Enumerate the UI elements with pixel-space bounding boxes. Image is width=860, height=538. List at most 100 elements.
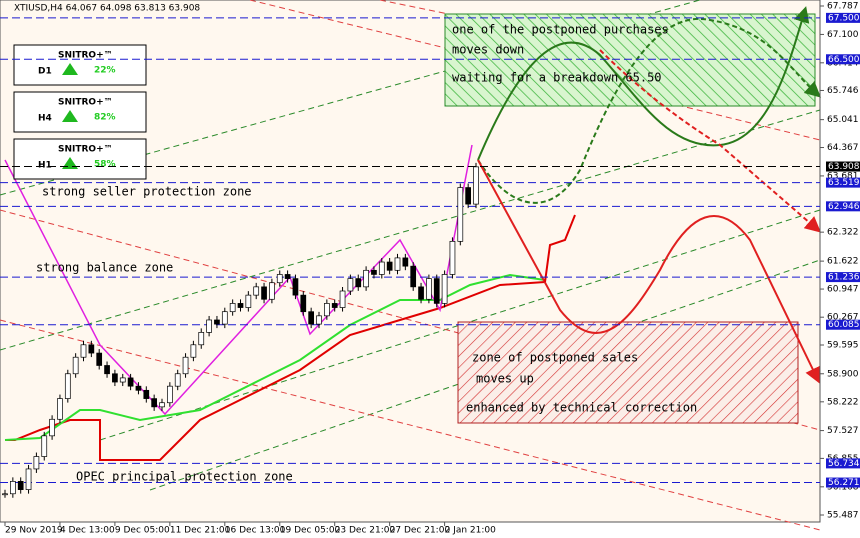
candle [300,294,307,313]
y-tick-label: 64.367 [827,143,859,153]
y-tick-label: 65.041 [827,115,859,125]
candle [355,278,362,288]
level-label: 60.085 [828,320,860,330]
annotation: moves down [452,43,524,57]
candle [72,356,79,375]
x-tick-label: 19 Dec 05:00 [280,526,341,536]
x-tick-label: 16 Dec 13:00 [225,526,286,536]
level-tag [826,458,860,469]
candle [363,269,369,288]
candle [284,274,291,279]
candle [473,166,479,205]
y-tick-label: 65.746 [827,86,859,96]
level-tag [826,177,860,188]
signal-brand: SNITRO+™ [58,98,113,108]
signal-panels: D1 SNITRO+™ 22% H4 SNITRO+™ 82% H1 SNITRO+™ 58% [13,44,147,180]
y-tick-label: 61.622 [827,257,859,267]
annotation: OPEC principal protection zone [76,470,293,484]
candle [25,468,32,490]
candle [96,352,103,366]
candle [410,265,417,288]
signal-percent: 82% [94,113,116,123]
annotation: waiting for a breakdown 65.50 [452,71,662,85]
candle [441,274,448,304]
candle [49,418,55,437]
level-tag [826,12,860,23]
candle [237,303,244,308]
y-tick-label: 62.322 [827,228,859,238]
candle [253,286,260,296]
candle [119,377,126,383]
annotation: zone of postponed sales [472,351,638,365]
level-label: 62.946 [828,202,860,212]
annotation: moves up [476,372,534,386]
forecast-down-alt [599,49,822,233]
candle [402,257,409,267]
annotations: strong seller protection zone strong bala… [36,23,697,484]
level-tag [826,54,860,65]
x-tick-label: 23 Dec 21:00 [335,526,396,536]
candle [316,315,322,325]
y-tick-label: 63.681 [827,171,859,181]
signal-percent: 58% [94,160,116,170]
y-tick-label: 58.900 [827,369,859,379]
chart-title: XTIUSD,H4 64.067 64.098 63.813 63.908 [14,4,200,14]
signal-box [13,44,147,86]
level-label: 56.734 [828,459,860,469]
level-label: 66.500 [828,55,860,65]
level-label: 61.236 [828,273,860,283]
forecast-up [477,6,810,161]
candle [292,278,299,296]
x-tick-label: 27 Dec 21:00 [390,526,451,536]
candle [276,274,283,284]
candle [112,373,118,383]
candle [465,187,471,205]
candle [151,398,157,408]
signal-timeframe: H1 [38,161,52,171]
candle [324,303,330,317]
signal-box [13,91,147,133]
annotation: enhanced by technical correction [466,401,697,415]
signal-brand: SNITRO+™ [58,145,113,155]
signal-timeframe: D1 [38,67,52,77]
candle [135,385,142,391]
signal-arrow [62,157,78,169]
candle [449,240,456,275]
tenkan-line [4,273,546,441]
candle [104,365,110,375]
kijun-ext [544,214,576,283]
candle [245,294,252,308]
candle [88,344,95,354]
level-label: 63.908 [828,162,860,172]
level-tag [826,319,860,330]
y-tick-label: 67.100 [827,30,859,40]
x-tick-label: 4 Dec 13:00 [60,526,115,536]
y-tick-label: 60.947 [827,285,859,295]
y-tick-label: 58.222 [827,397,859,407]
annotation: one of the postponed purchases [452,23,669,37]
annotation: strong seller protection zone [42,185,252,199]
level-tag [826,477,860,488]
signal-timeframe: H4 [38,114,52,124]
candle [426,278,432,300]
candle [167,385,173,404]
candle [80,344,87,358]
candle [418,286,424,300]
candle [229,303,236,313]
candle [214,319,220,325]
candle [308,311,314,325]
candle [206,319,212,333]
candle [64,373,71,399]
level-tag [826,201,860,212]
signal-box [13,138,147,180]
candle [127,377,134,387]
signal-brand: SNITRO+™ [58,51,113,61]
y-tick-label: 59.595 [827,341,859,351]
candle [269,282,275,300]
x-tick-label: 2 Jan 21:00 [445,526,497,536]
candle [433,278,440,304]
y-tick-label: 60.267 [827,313,859,323]
candle [378,261,385,275]
candle [371,269,377,275]
x-tick-label: 11 Dec 21:00 [170,526,231,536]
